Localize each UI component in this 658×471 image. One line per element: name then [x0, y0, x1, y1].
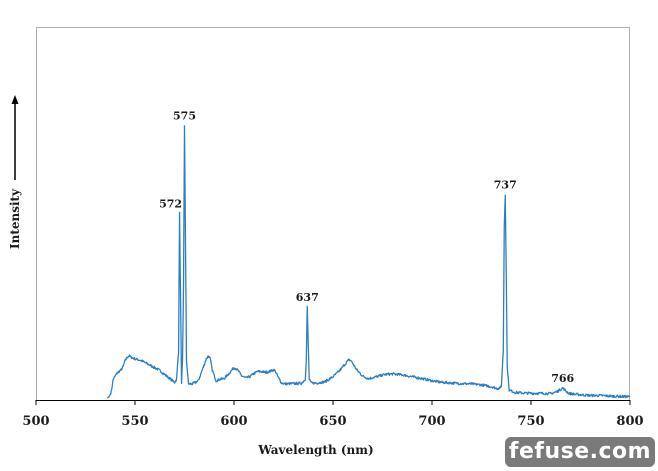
x-axis-ticks: 500 550 600 650 700 750 800 — [22, 400, 644, 429]
x-tick-label: 700 — [418, 414, 445, 429]
plot-frame — [36, 27, 630, 401]
x-tick-label: 550 — [121, 414, 148, 429]
peak-label-766: 766 — [551, 372, 574, 385]
peak-label-572: 572 — [159, 197, 182, 210]
x-tick-label: 800 — [616, 414, 643, 429]
spectrum-series-line — [106, 125, 631, 399]
watermark-badge: fefuse.com — [505, 437, 655, 467]
peak-label-737: 737 — [494, 179, 517, 192]
y-axis-title-group: Intensity — [8, 188, 22, 249]
peak-label-575: 575 — [173, 110, 196, 123]
x-tick-label: 650 — [319, 414, 346, 429]
peak-annotations: 572 575 637 737 766 — [159, 110, 574, 385]
x-tick-label: 750 — [517, 414, 544, 429]
x-tick-label: 600 — [220, 414, 247, 429]
arrow-up-icon — [11, 95, 19, 104]
x-tick-label: 500 — [22, 414, 49, 429]
y-axis-title: Intensity — [8, 188, 22, 249]
intensity-arrow — [11, 95, 19, 180]
peak-label-637: 637 — [296, 291, 319, 304]
x-axis-title: Wavelength (nm) — [257, 443, 373, 457]
